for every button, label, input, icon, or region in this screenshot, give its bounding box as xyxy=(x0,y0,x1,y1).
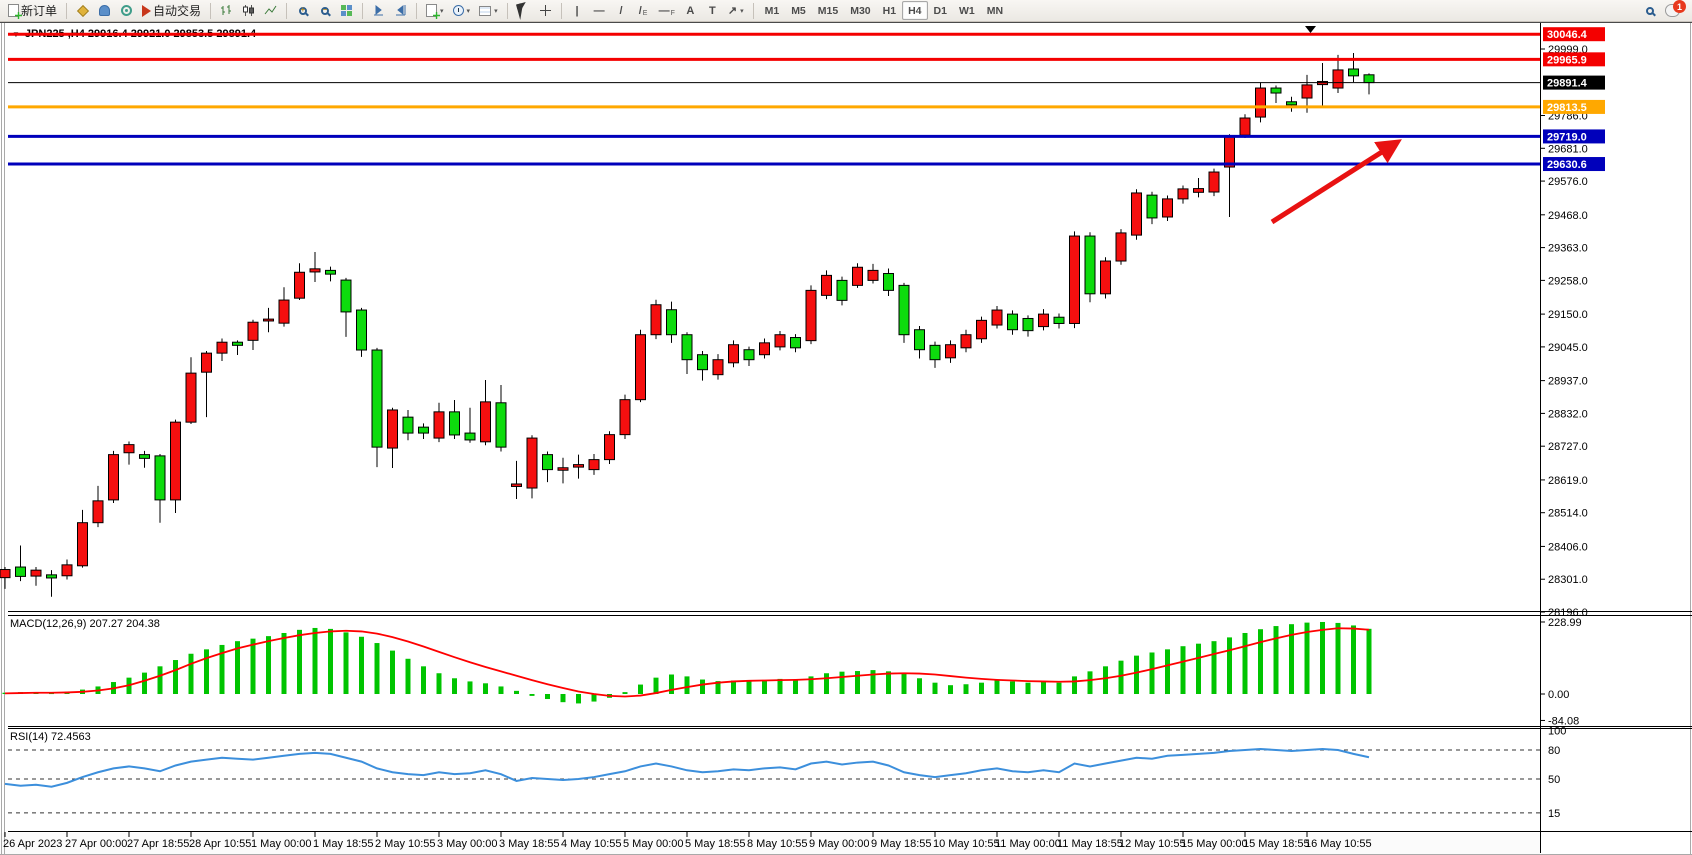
search-button[interactable] xyxy=(1639,1,1660,20)
periods-icon xyxy=(452,5,464,16)
auto-trading-label: 自动交易 xyxy=(153,4,202,18)
line-chart-icon xyxy=(264,5,277,15)
timeframe-group: M1 M5 M15 M30 H1 H4 D1 W1 MN xyxy=(759,1,1009,20)
chart-symbol-title: ▼ JPN225 ,H4 29916.4 29921.0 29853.5 298… xyxy=(12,28,256,40)
signals-icon xyxy=(121,5,133,16)
trendline-icon: / xyxy=(619,4,623,17)
toolbar-separator xyxy=(210,2,212,19)
chart-shift-icon xyxy=(396,4,406,16)
candlestick-chart-button[interactable] xyxy=(238,1,259,20)
chart-window[interactable] xyxy=(0,22,1692,855)
new-order-icon xyxy=(8,4,19,17)
symbol-dropdown-icon: ▼ xyxy=(12,29,20,39)
horizontal-line-icon: — xyxy=(593,4,605,17)
zoom-out-icon: − xyxy=(320,4,329,15)
bar-chart-icon xyxy=(221,5,232,15)
auto-scroll-icon xyxy=(374,4,384,16)
vertical-line-icon: | xyxy=(575,4,579,17)
toolbar-separator xyxy=(506,2,508,19)
fibonacci-tool-button[interactable]: — F xyxy=(658,4,675,18)
text-tool-button[interactable]: A xyxy=(680,1,701,20)
notification-badge: 1 xyxy=(1673,0,1686,13)
signals-button[interactable] xyxy=(116,1,137,20)
timeframe-button-m5[interactable]: M5 xyxy=(791,4,806,17)
cursor-button[interactable] xyxy=(513,1,534,20)
fibonacci-icon: — xyxy=(658,4,670,17)
styles-button[interactable] xyxy=(72,1,93,20)
bar-chart-button[interactable] xyxy=(216,1,237,20)
timeframe-button-h4[interactable]: H4 xyxy=(902,1,928,20)
timeframe-button-w1[interactable]: W1 xyxy=(958,4,975,17)
chart-title-text: JPN225 ,H4 29916.4 29921.0 29853.5 29891… xyxy=(24,28,257,40)
tile-windows-button[interactable] xyxy=(336,1,357,20)
profiles-button[interactable] xyxy=(94,1,115,20)
new-order-label: 新订单 xyxy=(21,4,58,18)
notifications-button[interactable]: 1 xyxy=(1661,0,1686,20)
toolbar-separator xyxy=(286,2,288,19)
zoom-out-button[interactable]: − xyxy=(314,1,335,20)
main-toolbar: 新订单 自动交易 + − ▾ ▾ ▾ | — / / E xyxy=(0,0,1692,22)
timeframe-button-m30[interactable]: M30 xyxy=(850,4,871,17)
timeframe-button-d1[interactable]: D1 xyxy=(933,4,947,17)
crosshair-icon xyxy=(539,5,551,16)
arrows-tool-icon: ↗ xyxy=(727,5,738,17)
cursor-icon xyxy=(516,1,530,20)
new-order-button[interactable]: 新订单 xyxy=(4,1,61,20)
search-icon xyxy=(1645,6,1654,15)
label-tool-button[interactable]: T xyxy=(702,1,723,20)
vertical-line-tool-button[interactable]: | xyxy=(567,1,588,20)
auto-trading-icon xyxy=(142,4,152,17)
timeframe-button-m15[interactable]: M15 xyxy=(817,4,839,17)
trendline-tool-button[interactable]: / xyxy=(611,1,632,20)
indicators-button[interactable]: ▾ xyxy=(422,1,448,20)
zoom-in-icon: + xyxy=(298,4,307,15)
toolbar-separator xyxy=(752,2,754,19)
toolbar-separator xyxy=(560,2,562,19)
auto-scroll-button[interactable] xyxy=(368,1,389,20)
chart-shift-button[interactable] xyxy=(390,1,411,20)
toolbar-separator xyxy=(416,2,418,19)
line-chart-button[interactable] xyxy=(260,1,281,20)
templates-icon xyxy=(479,5,492,16)
toolbar-separator xyxy=(362,2,364,19)
timeframe-button-m1[interactable]: M1 xyxy=(764,4,780,17)
candlestick-chart-icon xyxy=(243,5,255,16)
periods-button[interactable]: ▾ xyxy=(449,1,475,20)
templates-button[interactable]: ▾ xyxy=(475,1,502,20)
rsi-indicator-label: RSI(14) 72.4563 xyxy=(10,731,91,743)
text-tool-icon: A xyxy=(686,4,695,17)
channel-icon: / xyxy=(638,4,642,17)
tile-windows-icon xyxy=(341,5,353,16)
channel-tool-button[interactable]: / E xyxy=(638,4,648,18)
arrows-tool-button[interactable]: ↗ ▾ xyxy=(727,5,744,17)
profiles-icon xyxy=(99,5,111,16)
notifications-icon: 1 xyxy=(1665,0,1686,17)
crosshair-button[interactable] xyxy=(535,1,556,20)
label-tool-icon: T xyxy=(708,4,716,17)
timeframe-button-mn[interactable]: MN xyxy=(986,4,1004,17)
horizontal-line-tool-button[interactable]: — xyxy=(589,1,610,20)
indicators-icon xyxy=(426,4,438,17)
auto-trading-button[interactable]: 自动交易 xyxy=(138,1,205,20)
zoom-in-button[interactable]: + xyxy=(292,1,313,20)
styles-icon xyxy=(76,4,89,17)
toolbar-separator xyxy=(66,2,68,19)
timeframe-button-h1[interactable]: H1 xyxy=(882,4,897,17)
macd-indicator-label: MACD(12,26,9) 207.27 204.38 xyxy=(10,618,160,630)
